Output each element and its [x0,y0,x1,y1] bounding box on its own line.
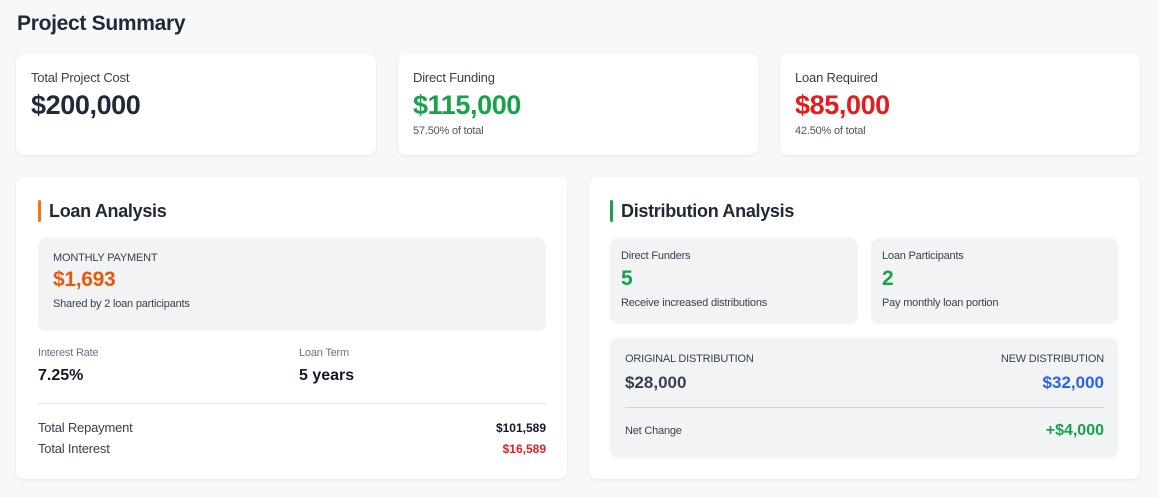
original-distribution: ORIGINAL DISTRIBUTION $28,000 [625,353,754,393]
original-distribution-label: ORIGINAL DISTRIBUTION [625,353,754,365]
divider [38,403,546,404]
card-label: Direct Funding [413,70,495,85]
loan-analysis-panel: Loan Analysis MONTHLY PAYMENT $1,693 Sha… [16,177,567,479]
net-change-label: Net Change [625,425,682,437]
monthly-payment-label: MONTHLY PAYMENT [53,252,158,264]
interest-rate-value: 7.25% [38,367,84,384]
section-title-text: Distribution Analysis [621,200,795,221]
direct-funders-box: Direct Funders 5 Receive increased distr… [610,238,858,324]
new-distribution-value: $32,000 [1042,373,1104,392]
interest-rate: Interest Rate 7.25% [38,347,99,385]
monthly-payment-value: $1,693 [53,268,116,291]
total-interest-label: Total Interest [38,441,110,456]
page-title: Project Summary [17,12,186,35]
section-title-text: Loan Analysis [49,200,167,221]
interest-rate-label: Interest Rate [38,347,99,359]
direct-funders-value: 5 [621,267,633,290]
card-label: Total Project Cost [31,70,130,85]
monthly-payment-box: MONTHLY PAYMENT $1,693 Shared by 2 loan … [38,238,546,331]
loan-required-card: Loan Required $85,000 42.50% of total [780,54,1140,155]
loan-term-value: 5 years [299,367,355,384]
loan-term-label: Loan Term [299,347,349,359]
card-value: $85,000 [795,90,890,120]
new-distribution-label: NEW DISTRIBUTION [1000,353,1104,365]
divider [625,407,1104,408]
loan-analysis-title: Loan Analysis [38,200,167,222]
total-repayment-label: Total Repayment [38,420,133,435]
loan-participants-note: Pay monthly loan portion [882,297,999,309]
direct-funders-label: Direct Funders [621,250,691,262]
distribution-analysis-panel: Distribution Analysis Direct Funders 5 R… [589,177,1140,479]
monthly-payment-note: Shared by 2 loan participants [53,298,190,310]
original-distribution-value: $28,000 [625,373,687,392]
total-repayment-value: $101,589 [495,420,546,435]
card-value: $200,000 [31,90,141,120]
net-change-row: Net Change +$4,000 [625,422,1104,440]
section-accent-bar [610,200,613,222]
total-interest-row: Total Interest $16,589 [38,441,546,456]
direct-funding-card: Direct Funding $115,000 57.50% of total [398,54,758,155]
new-distribution: NEW DISTRIBUTION $32,000 [1001,353,1104,393]
card-value: $115,000 [413,90,521,120]
loan-term: Loan Term 5 years [299,347,354,385]
distribution-analysis-title: Distribution Analysis [610,200,794,222]
total-project-cost-card: Total Project Cost $200,000 [16,54,376,155]
loan-participants-label: Loan Participants [882,250,964,262]
card-subtext: 42.50% of total [795,125,866,137]
card-subtext: 57.50% of total [413,125,484,137]
loan-participants-value: 2 [882,267,894,290]
total-interest-value: $16,589 [502,441,546,456]
distribution-comparison-box: ORIGINAL DISTRIBUTION $28,000 NEW DISTRI… [610,338,1118,458]
loan-participants-box: Loan Participants 2 Pay monthly loan por… [871,238,1118,324]
direct-funders-note: Receive increased distributions [621,297,768,309]
card-label: Loan Required [795,70,878,85]
net-change-value: +$4,000 [1045,422,1104,439]
section-accent-bar [38,200,41,222]
total-repayment-row: Total Repayment $101,589 [38,420,546,435]
